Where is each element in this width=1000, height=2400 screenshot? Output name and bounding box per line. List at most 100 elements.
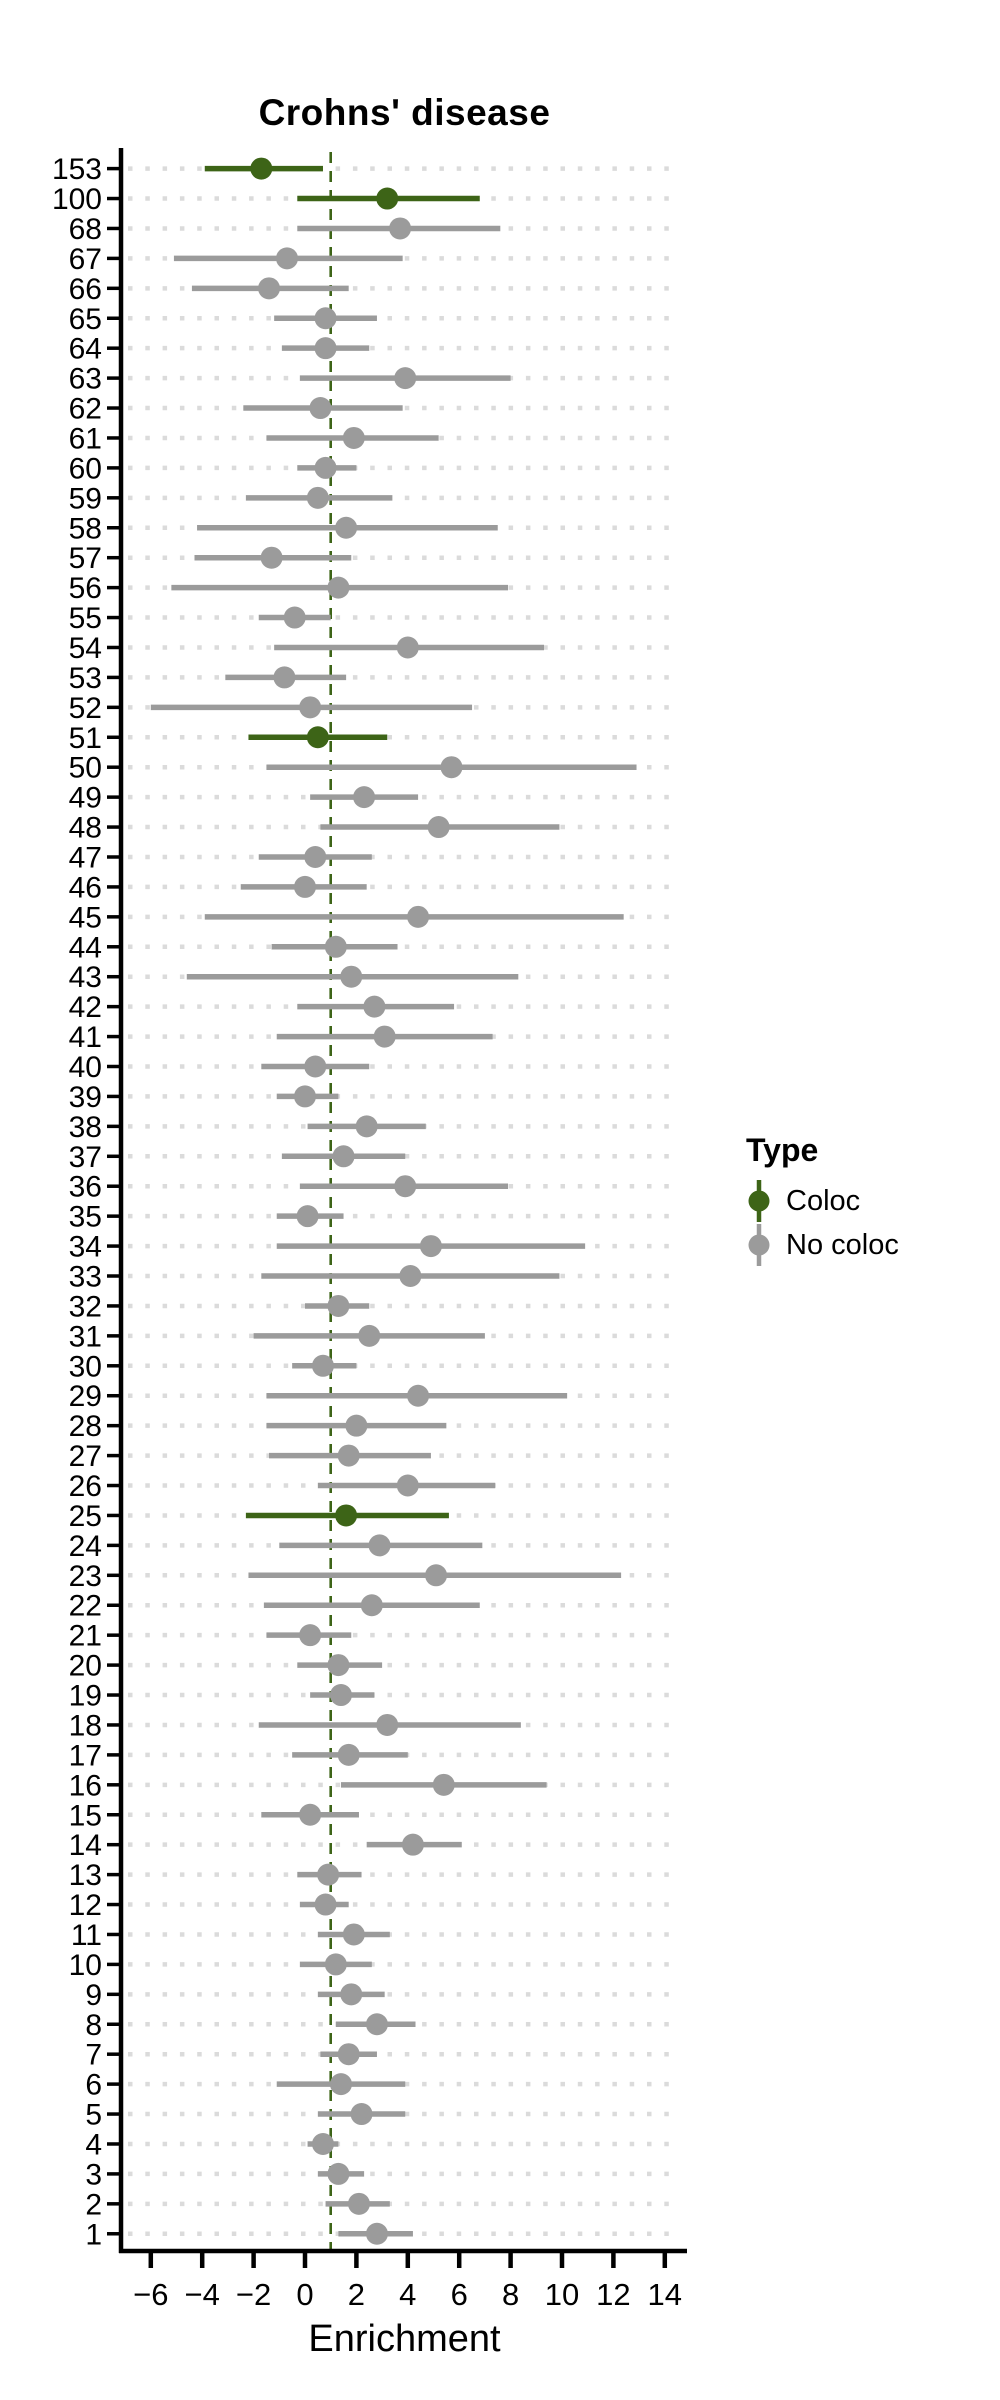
y-tick-label: 20 xyxy=(69,1650,102,1683)
chart-title: Crohns' disease xyxy=(258,92,551,133)
y-tick-label: 58 xyxy=(69,512,102,545)
point-estimate xyxy=(363,995,386,1018)
y-tick-label: 62 xyxy=(69,393,102,426)
point-estimate xyxy=(258,277,281,300)
y-tick-label: 43 xyxy=(69,961,102,994)
x-tick-label: −6 xyxy=(133,2277,168,2312)
legend: Type Coloc No coloc xyxy=(746,1132,976,1267)
point-estimate xyxy=(250,157,273,180)
y-tick-label: 1 xyxy=(85,2218,102,2251)
y-tick-label: 9 xyxy=(85,1979,102,2012)
point-estimate xyxy=(335,1504,358,1527)
point-estimate xyxy=(327,576,350,599)
y-tick-label: 53 xyxy=(69,662,102,695)
y-tick-label: 55 xyxy=(69,602,102,635)
point-estimate xyxy=(306,726,329,749)
y-tick-label: 61 xyxy=(69,422,102,455)
point-estimate xyxy=(299,1803,322,1826)
y-tick-label: 3 xyxy=(85,2158,102,2191)
y-tick-label: 29 xyxy=(69,1380,102,1413)
point-estimate xyxy=(396,636,419,659)
y-tick-label: 32 xyxy=(69,1290,102,1323)
y-tick-label: 47 xyxy=(69,841,102,874)
point-estimate xyxy=(432,1773,455,1796)
x-tick-label: 14 xyxy=(648,2277,682,2312)
x-tick-label: 10 xyxy=(545,2277,579,2312)
y-tick-label: 7 xyxy=(85,2039,102,2072)
point-estimate xyxy=(324,935,347,958)
point-estimate xyxy=(368,1534,391,1557)
y-tick-label: 34 xyxy=(69,1231,102,1264)
x-tick-label: 4 xyxy=(399,2277,416,2312)
point-estimate xyxy=(355,1115,378,1138)
y-tick-label: 52 xyxy=(69,692,102,725)
y-tick-label: 27 xyxy=(69,1440,102,1473)
point-estimate xyxy=(324,1953,347,1976)
y-tick-label: 31 xyxy=(69,1320,102,1353)
x-axis-title: Enrichment xyxy=(308,2318,501,2360)
point-estimate xyxy=(425,1564,448,1587)
x-tick-label: 6 xyxy=(451,2277,468,2312)
y-tick-label: 10 xyxy=(69,1949,102,1982)
legend-label-no-coloc: No coloc xyxy=(786,1228,899,1261)
y-tick-label: 30 xyxy=(69,1350,102,1383)
y-tick-label: 35 xyxy=(69,1201,102,1234)
point-estimate xyxy=(329,2073,352,2096)
legend-title: Type xyxy=(746,1132,819,1168)
point-estimate xyxy=(345,1414,368,1437)
point-estimate xyxy=(360,1594,383,1617)
point-estimate xyxy=(396,1474,419,1497)
y-tick-label: 50 xyxy=(69,752,102,785)
y-tick-label: 48 xyxy=(69,812,102,845)
point-estimate xyxy=(327,2162,350,2185)
y-tick-label: 8 xyxy=(85,2009,102,2042)
legend-item-coloc: Coloc xyxy=(746,1179,976,1223)
point-estimate xyxy=(353,786,376,809)
y-tick-label: 4 xyxy=(85,2128,102,2161)
y-tick-label: 24 xyxy=(69,1530,102,1563)
x-tick-label: 2 xyxy=(348,2277,365,2312)
point-estimate xyxy=(296,1205,319,1228)
y-tick-label: 54 xyxy=(69,632,102,665)
y-tick-label: 15 xyxy=(69,1799,102,1832)
y-tick-label: 18 xyxy=(69,1709,102,1742)
point-estimate xyxy=(299,1624,322,1647)
point-estimate xyxy=(340,965,363,988)
point-estimate xyxy=(373,1025,396,1048)
point-estimate xyxy=(337,1444,360,1467)
point-estimate xyxy=(337,1743,360,1766)
y-tick-label: 11 xyxy=(71,1919,102,1952)
y-tick-label: 25 xyxy=(69,1500,102,1533)
point-estimate xyxy=(309,397,332,420)
point-estimate xyxy=(311,2132,334,2155)
point-estimate xyxy=(399,1265,422,1288)
y-tick-label: 33 xyxy=(69,1261,102,1294)
point-estimate xyxy=(376,1713,399,1736)
point-estimate xyxy=(276,247,299,270)
point-estimate xyxy=(314,307,337,330)
y-tick-label: 49 xyxy=(69,782,102,815)
point-estimate xyxy=(376,187,399,210)
point-estimate xyxy=(294,875,316,898)
point-estimate xyxy=(350,2103,373,2126)
y-tick-label: 100 xyxy=(52,183,102,216)
y-tick-label: 57 xyxy=(69,542,102,575)
y-tick-label: 56 xyxy=(69,572,102,605)
point-estimate xyxy=(311,1354,334,1377)
y-tick-label: 44 xyxy=(69,931,102,964)
y-tick-label: 60 xyxy=(69,452,102,485)
x-tick-label: 8 xyxy=(502,2277,519,2312)
x-tick-label: −2 xyxy=(236,2277,271,2312)
point-estimate xyxy=(299,696,322,719)
y-tick-label: 12 xyxy=(69,1889,102,1922)
point-estimate xyxy=(340,1983,363,2006)
y-tick-label: 65 xyxy=(69,303,102,336)
y-tick-label: 41 xyxy=(69,1021,102,1054)
point-estimate xyxy=(407,1384,430,1407)
point-estimate xyxy=(273,666,296,689)
point-estimate xyxy=(427,816,450,839)
x-tick-label: 12 xyxy=(596,2277,630,2312)
point-estimate xyxy=(304,1055,327,1078)
point-estimate xyxy=(342,1923,365,1946)
y-tick-label: 40 xyxy=(69,1051,102,1084)
